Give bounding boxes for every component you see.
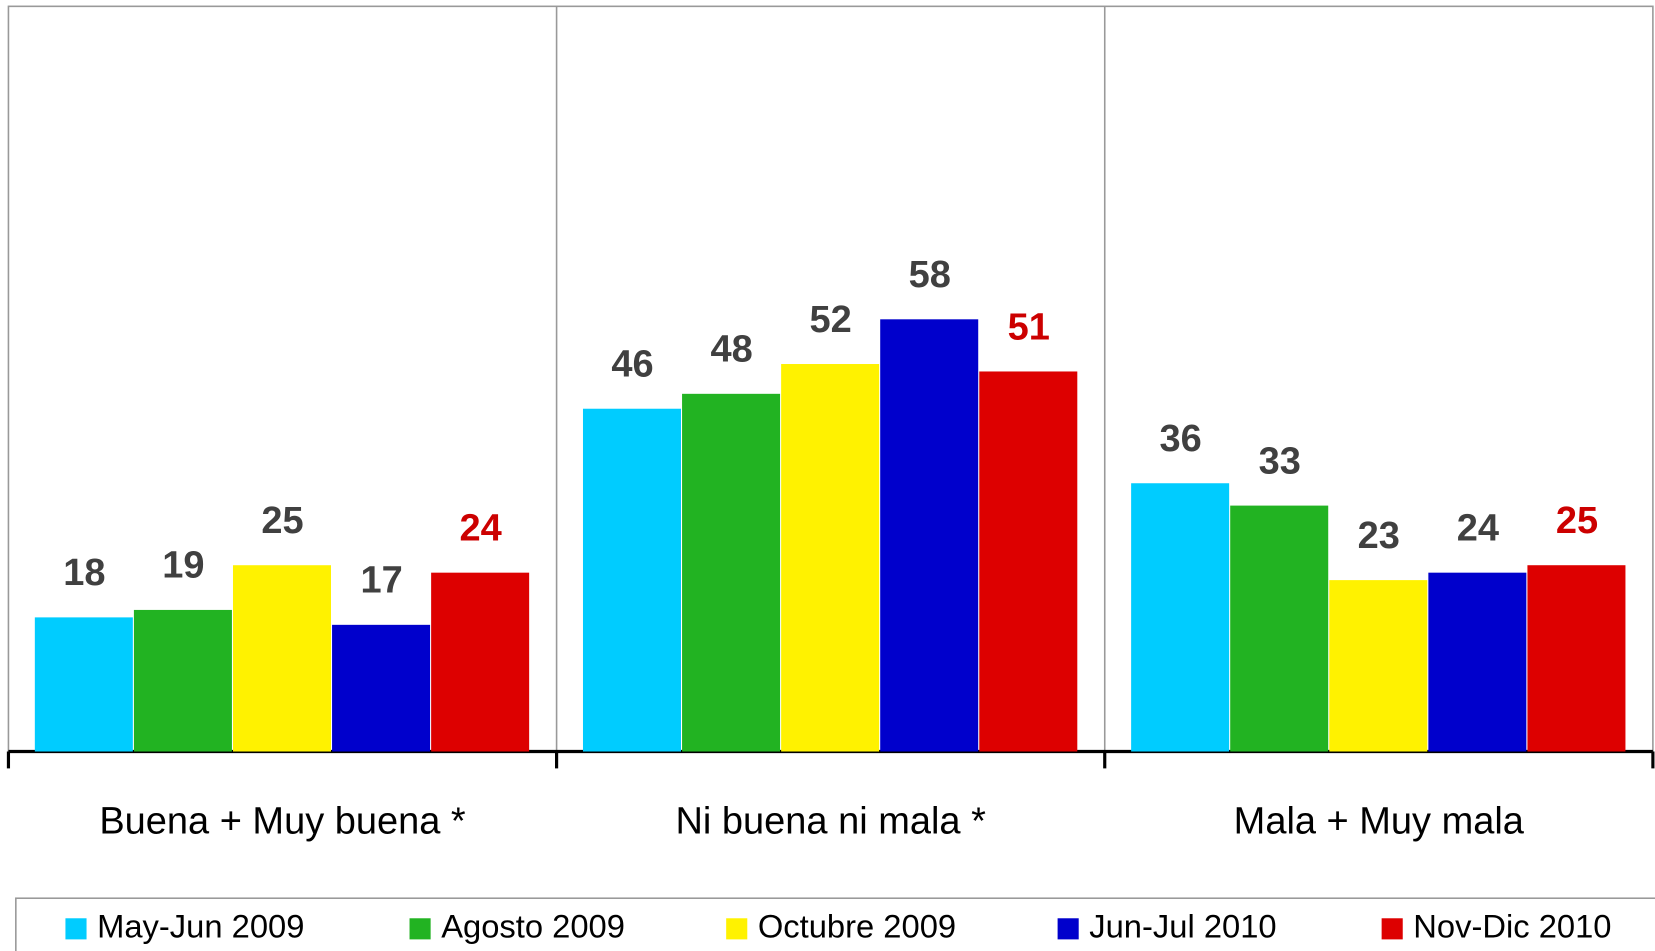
bar [1131,483,1230,752]
data-label: 33 [1259,440,1301,482]
x-tick-label: Buena + Muy buena * [99,800,466,842]
data-label: 24 [1457,507,1499,549]
legend-label: Jun-Jul 2010 [1089,907,1276,944]
data-label: 48 [710,329,752,371]
bar [781,364,880,752]
x-tick-label: Mala + Muy mala [1234,800,1525,842]
bar [232,565,331,752]
data-label: 18 [63,552,105,594]
data-label: 25 [1556,500,1598,542]
legend-label: Octubre 2009 [758,907,956,944]
legend-box [15,897,1655,951]
bar [1428,572,1527,752]
bar [34,617,133,752]
bar [880,319,979,752]
legend-swatch [726,918,748,940]
data-label: 58 [909,254,951,296]
data-label: 52 [810,299,852,341]
data-label: 51 [1008,306,1050,348]
legend-label: Agosto 2009 [441,907,625,944]
data-label: 36 [1160,418,1202,460]
data-label: 46 [611,344,653,386]
legend-swatch [65,918,87,940]
bar [133,609,232,752]
bar [1230,505,1329,752]
data-label: 19 [162,545,204,587]
bar [1527,565,1626,752]
data-label: 24 [460,507,502,549]
bar [431,572,530,752]
bar [332,624,431,752]
legend-swatch [1057,918,1079,940]
legend-swatch [409,918,431,940]
data-label: 25 [261,500,303,542]
legend-label: Nov-Dic 2010 [1413,907,1611,944]
x-tick-label: Ni buena ni mala * [675,800,986,842]
bar [582,408,681,752]
bar [1329,580,1428,752]
bar [979,371,1078,752]
bar [682,393,781,752]
legend-swatch [1381,918,1403,940]
data-label: 23 [1358,515,1400,557]
legend-label: May-Jun 2009 [97,907,304,944]
data-label: 17 [360,560,402,602]
